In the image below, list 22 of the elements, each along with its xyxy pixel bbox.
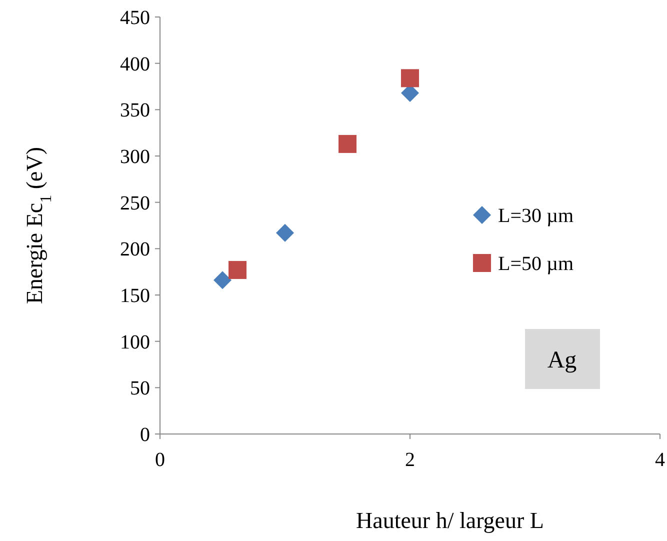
y-tick-label: 450 (120, 7, 150, 29)
y-tick-label: 100 (120, 331, 150, 354)
y-tick-label: 200 (120, 238, 150, 261)
y-tick-label: 0 (140, 424, 150, 446)
point (338, 134, 356, 153)
point (276, 224, 294, 242)
y-tick-label: 300 (120, 146, 150, 168)
legend-label: L=50 µm (498, 253, 574, 275)
y-tick-label: 50 (130, 378, 150, 400)
x-tick-label: 2 (405, 449, 415, 471)
point (401, 69, 419, 88)
legend-label: L=30 µm (498, 205, 574, 227)
y-tick-label: 150 (120, 285, 150, 307)
point (214, 271, 232, 290)
x-tick-label: 0 (155, 449, 165, 471)
annotation: Ag (547, 347, 577, 374)
y-tick-label: 350 (120, 100, 150, 122)
point (228, 260, 246, 279)
y-tick-label: 250 (120, 192, 150, 214)
x-tick-label: 4 (655, 449, 665, 471)
y-tick-label: 400 (120, 53, 150, 76)
x-axis-title: Hauteur h/ largeur L (356, 508, 544, 533)
